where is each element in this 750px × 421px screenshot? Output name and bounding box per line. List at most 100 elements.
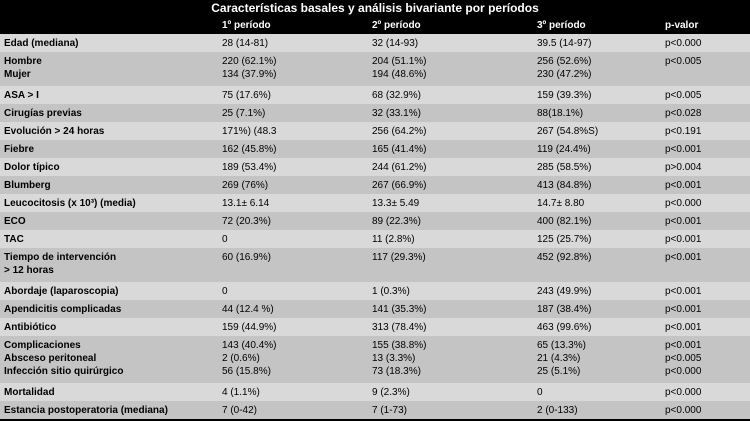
cell-line: Mujer <box>4 69 31 80</box>
cell: 13.3± 5.49 <box>372 197 419 210</box>
cell-line: 119 (24.4%) <box>537 144 591 155</box>
cell: p>0.004 <box>665 161 701 174</box>
cell-line: Abordaje (laparoscopia) <box>4 286 119 297</box>
cell-line: Dolor típico <box>4 162 60 173</box>
table-row: ASA > I 75 (17.6%) 68 (32.9%) 159 (39.3%) p<… <box>0 86 750 104</box>
cell-line: 143 (40.4%) <box>222 340 277 351</box>
row-label: Estancia postoperatoria (mediana) <box>4 404 168 417</box>
cell-line: p<0.001 <box>665 144 702 155</box>
table-title: Características basales y análisis bivar… <box>211 1 539 15</box>
row-label: Antibiótico <box>4 321 56 334</box>
cell: 162 (45.8%) <box>222 143 276 156</box>
table-row: Antibiótico 159 (44.9%) 313 (78.4%) 463 (99… <box>0 318 750 336</box>
cell-line: 25 (7.1%) <box>222 108 266 119</box>
cell: 117 (29.3%) <box>372 251 426 264</box>
cell-line: 9 (2.3%) <box>372 387 410 398</box>
cell-line: p<0.001 <box>665 304 702 315</box>
table-row: Complicaciones Absceso peritoneal Infecció… <box>0 336 750 383</box>
cell-line: p<0.005 <box>665 353 702 364</box>
cell-line: 155 (38.8%) <box>372 340 427 351</box>
cell-line: 463 (99.6%) <box>537 322 592 333</box>
cell-line: 60 (16.9%) <box>222 252 271 263</box>
column-header: 3º período <box>537 20 586 31</box>
cell: 159 (44.9%) <box>222 321 276 334</box>
cell: 189 (53.4%) <box>222 161 276 174</box>
cell-line: 117 (29.3%) <box>372 252 426 263</box>
cell-line: 400 (82.1%) <box>537 216 592 227</box>
cell: 165 (41.4%) <box>372 143 426 156</box>
cell-line: p<0.005 <box>665 90 702 101</box>
row-label: TAC <box>4 233 24 246</box>
cell: 400 (82.1%) <box>537 215 591 228</box>
cell-line: 189 (53.4%) <box>222 162 277 173</box>
cell-line: 7 (0-42) <box>222 405 258 416</box>
cell-line: Estancia postoperatoria (mediana) <box>4 405 168 416</box>
cell-line: 413 (84.8%) <box>537 180 592 191</box>
cell-line: p<0.000 <box>665 405 702 416</box>
cell: 267 (54.8%S) <box>537 125 598 138</box>
cell: p<0.001 <box>665 321 701 334</box>
cell-line: 159 (44.9%) <box>222 322 277 333</box>
cell: 88(18.1%) <box>537 107 583 120</box>
cell-line: 204 (51.1%) <box>372 56 427 67</box>
table-row: Abordaje (laparoscopia) 0 1 (0.3%) 243 (49.… <box>0 282 750 300</box>
cell-line: 269 (76%) <box>222 180 269 191</box>
cell-line: 13.3± 5.49 <box>372 198 420 209</box>
cell-line: 73 (18.3%) <box>372 366 421 377</box>
cell-line: Hombre <box>4 56 42 67</box>
cell: 9 (2.3%) <box>372 386 410 399</box>
cell: 32 (14-93) <box>372 37 418 50</box>
cell-line: 267 (66.9%) <box>372 180 427 191</box>
cell-line: 72 (20.3%) <box>222 216 271 227</box>
cell-line: Tiempo de intervención <box>4 252 117 263</box>
cell-line: 25 (5.1%) <box>537 366 581 377</box>
cell: 14.7± 8.80 <box>537 197 584 210</box>
cell-line: Edad (mediana) <box>4 38 79 49</box>
cell-line: 13.1± 6.14 <box>222 198 270 209</box>
cell-line: 0 <box>537 387 543 398</box>
cell: p<0.191 <box>665 125 701 138</box>
cell-line: p<0.028 <box>665 108 702 119</box>
cell-line: 187 (38.4%) <box>537 304 592 315</box>
table-row: Apendicitis complicadas 44 (12.4 %) 141 (3… <box>0 300 750 318</box>
cell-line: p>0.004 <box>665 162 702 173</box>
cell: 155 (38.8%) 13 (3.3%) 73 (18.3%) <box>372 339 426 378</box>
cell-line: 230 (47.2%) <box>537 69 592 80</box>
column-header: 2º período <box>372 20 421 31</box>
cell-line: 220 (62.1%) <box>222 56 277 67</box>
cell: 7 (0-42) <box>222 404 257 417</box>
table-row: Hombre Mujer 220 (62.1%) 134 (37.9%) 204 (51… <box>0 52 750 86</box>
header-row: 1º período 2º período 3º período p-valor <box>0 17 750 34</box>
cell-line: 194 (48.6%) <box>372 69 427 80</box>
cell: 256 (52.6%) 230 (47.2%) <box>537 55 591 81</box>
cell-line: p<0.000 <box>665 366 702 377</box>
cell: 463 (99.6%) <box>537 321 591 334</box>
column-header: p-valor <box>665 20 699 31</box>
cell-line: 125 (25.7%) <box>537 234 592 245</box>
cell: 4 (1.1%) <box>222 386 260 399</box>
cell-line: p<0.191 <box>665 126 702 137</box>
row-label: Blumberg <box>4 179 51 192</box>
row-label: Dolor típico <box>4 161 60 174</box>
cell-line: 13 (3.3%) <box>372 353 416 364</box>
cell: 0 <box>222 285 228 298</box>
row-label: Evolución > 24 horas <box>4 125 104 138</box>
cell-line: 0 <box>222 286 228 297</box>
cell: p<0.001 <box>665 233 701 246</box>
cell-line: 452 (92.8%) <box>537 252 592 263</box>
cell-line: 171%) (48.3 <box>222 126 277 137</box>
cell-line: 141 (35.3%) <box>372 304 427 315</box>
row-label: Complicaciones Absceso peritoneal Infecció… <box>4 339 123 378</box>
row-label: Leucocitosis (x 10³) (media) <box>4 197 136 210</box>
cell: p<0.001 <box>665 303 701 316</box>
cell-line: 32 (33.1%) <box>372 108 421 119</box>
cell-line: > 12 horas <box>4 265 54 276</box>
cell-line: Apendicitis complicadas <box>4 304 122 315</box>
cell-line: 0 <box>222 234 228 245</box>
cell-line: 159 (39.3%) <box>537 90 592 101</box>
cell-line: p<0.001 <box>665 286 702 297</box>
cell: 2 (0-133) <box>537 404 578 417</box>
cell: 13.1± 6.14 <box>222 197 269 210</box>
cell-line: p<0.001 <box>665 216 702 227</box>
